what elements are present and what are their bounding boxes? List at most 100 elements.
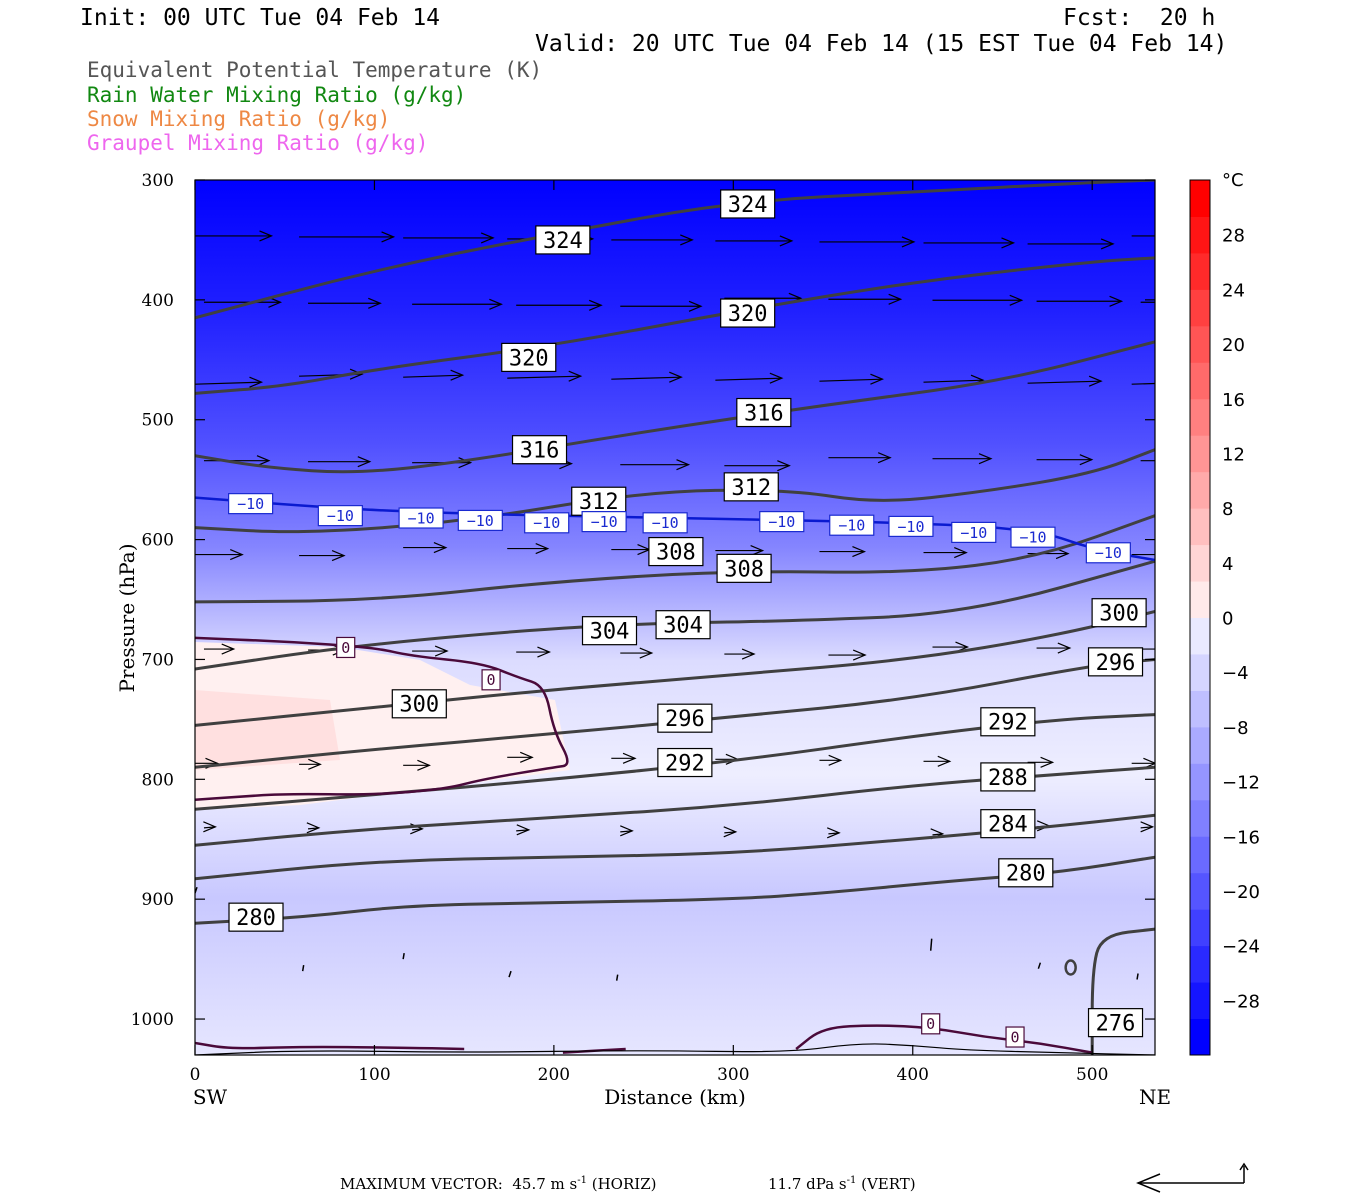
wind-vector-head: [256, 455, 271, 467]
theta-e-label-box: [391, 689, 447, 719]
theta-e-label-box: [657, 747, 713, 778]
colorbar-label: −28: [1222, 991, 1260, 1012]
legend-graupel: Graupel Mixing Ratio (g/kg): [87, 131, 429, 155]
colorbar-label: −20: [1222, 882, 1260, 903]
isotherm-label: −10: [897, 518, 924, 536]
theta-e-label-box: [980, 707, 1036, 737]
colorbar-swatch: [1190, 690, 1210, 728]
isotherm-label-box: [228, 493, 274, 515]
wind-vector-head: [221, 643, 236, 655]
wind-vector-head: [978, 453, 993, 465]
theta-e-label-box: [648, 536, 704, 567]
isotherm-label: −10: [1019, 529, 1046, 547]
zero-label: 0: [1011, 1028, 1020, 1046]
contour-labels: 324 324 320 320 316 316 312 312 308 308 304 304 300 3…: [228, 189, 1147, 1048]
y-tick-label: 1000: [131, 1010, 174, 1030]
theta-e-label: 300: [399, 693, 439, 718]
colorbar-label: 24: [1222, 280, 1245, 301]
colorbar-swatch: [1190, 180, 1210, 217]
isotherm-label: −10: [467, 512, 494, 530]
isotherm-label: −10: [591, 513, 618, 531]
theta-e-label: 304: [663, 614, 703, 639]
theta-e-label: 292: [988, 711, 1028, 736]
theta-e-label: 312: [579, 490, 619, 515]
wind-vector-head: [877, 452, 892, 464]
theta-e-label-box: [716, 553, 772, 583]
wind-vector-head: [434, 645, 449, 657]
wind-vector-head: [1100, 238, 1115, 250]
theta-e-contour-320: [195, 256, 1155, 395]
colorbar-swatch: [1190, 252, 1210, 290]
wind-vector-head: [433, 542, 448, 554]
wind-vector-head: [676, 459, 691, 471]
colorbar-label: 0: [1222, 609, 1233, 630]
wind-vector-head: [331, 550, 346, 562]
colorbar-swatch: [1190, 325, 1210, 363]
wind-vector-head: [1088, 375, 1103, 387]
horiz-label: (HORIZ): [586, 1175, 657, 1193]
wind-vector-head: [489, 298, 503, 310]
wind-vector-head: [519, 751, 534, 763]
colorbar-swatch: [1190, 581, 1210, 618]
x-tick-label: 200: [538, 1065, 570, 1085]
theta-e-label: 316: [744, 401, 784, 426]
vert-value: 11.7 dPa s: [768, 1175, 847, 1193]
theta-e-contour-324: [195, 180, 1155, 320]
theta-e-label: 284: [988, 813, 1028, 838]
wind-vector-head: [828, 754, 843, 766]
plot-frame: [194, 179, 1156, 1056]
wind-vector-head: [1140, 821, 1155, 833]
wind-vector: [195, 381, 262, 385]
wind-vector-head: [537, 646, 552, 658]
wind-vector-head: [1158, 550, 1170, 560]
isotherm-label-box: [1010, 526, 1056, 548]
y-tick-label: 400: [142, 291, 174, 311]
wind-vector-head: [268, 296, 283, 308]
wind-vector-head: [249, 376, 264, 388]
colorbar-label: 4: [1222, 554, 1233, 575]
wind-vector: [929, 938, 933, 951]
wind-vector-head: [620, 825, 634, 837]
wind-vector-head: [308, 758, 322, 770]
valid-time: Valid: 20 UTC Tue 04 Feb 14 (15 EST Tue …: [535, 31, 1228, 57]
theta-e-label-box: [581, 616, 638, 646]
colorbar: 28 24 20 16 12 8 4 0 −4 −8 −12 −16 −20 −24 −28: [1189, 179, 1260, 1056]
vert-exp: -1: [846, 1175, 857, 1186]
theta-e-label-box: [720, 298, 776, 328]
theta-e-label-box: [571, 486, 627, 516]
isotherm-label: −10: [408, 509, 435, 527]
warm-core-shading: [195, 690, 340, 770]
legend-rain: Rain Water Mixing Ratio (g/kg): [87, 83, 467, 107]
theta-e-label-box: [980, 809, 1036, 839]
theta-e-label: 304: [590, 620, 630, 645]
wind-vector: [1136, 973, 1139, 980]
colorbar-swatch: [1190, 909, 1210, 947]
wind-vector-head: [639, 647, 654, 659]
wind-vector: [402, 952, 405, 960]
wind-vector-head: [769, 372, 784, 384]
zero-isotherm-segment: [195, 1041, 465, 1051]
wind-vector: [516, 829, 529, 832]
theta-e-label-box: [998, 858, 1054, 888]
colorbar-swatch: [1190, 362, 1210, 400]
zero-isotherm-segment: [195, 636, 569, 801]
y-tick-label: 500: [142, 411, 174, 431]
isotherm-label-box: [888, 515, 934, 538]
theta-e-label-box: [655, 610, 711, 640]
reference-vector-icon: [1136, 1162, 1249, 1193]
y-tick-label: 800: [142, 770, 174, 790]
isotherm-label: −10: [960, 524, 987, 542]
colorbar-label: −24: [1222, 937, 1260, 958]
colorbar-swatch: [1190, 836, 1210, 874]
colorbar-swatch: [1190, 653, 1210, 691]
wind-vector-head: [669, 371, 683, 383]
wind-vector-head: [259, 230, 274, 242]
wind-vector-head: [680, 234, 694, 246]
theta-e-label: 280: [236, 906, 276, 931]
warm-layer-shading: [195, 642, 570, 810]
theta-e-label-box: [1087, 1008, 1144, 1038]
colorbar-swatch: [1190, 289, 1210, 327]
zero-label: 0: [487, 671, 496, 689]
theta-e-label: 300: [1099, 602, 1139, 627]
theta-e-contour-312: [195, 448, 1155, 534]
